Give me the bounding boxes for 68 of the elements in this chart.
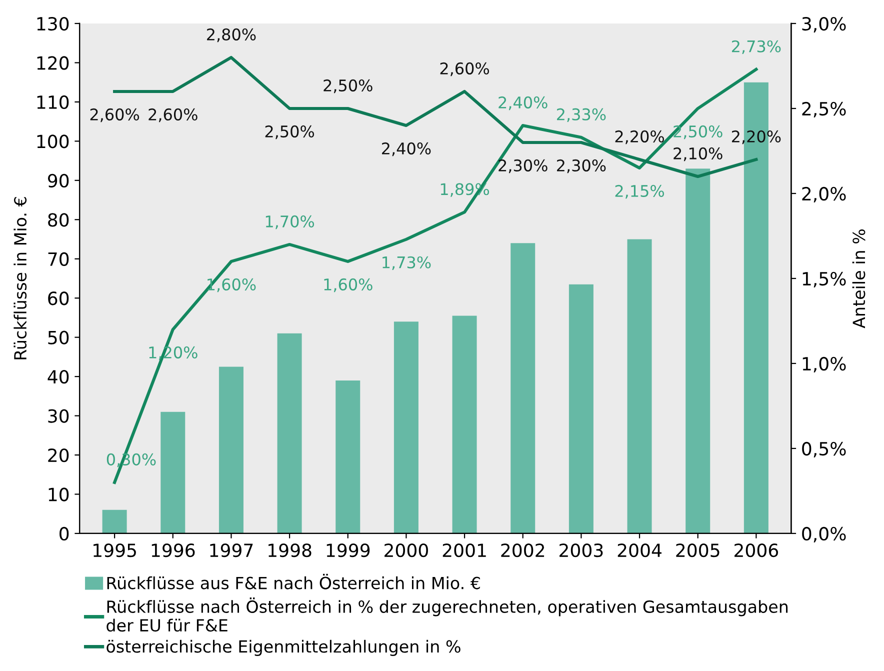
y-axis-title: Rückflüsse in Mio. € [14,197,27,360]
y-tick-label: 110 [37,95,69,110]
y-tick-label: 40 [48,370,69,384]
y2-tick-label: 1,0% [802,356,846,372]
data-label: 2,33% [556,108,606,122]
bar [102,510,127,534]
y2-tick-label: 2,0% [802,186,846,202]
data-label: 2,50% [324,79,372,94]
bar [277,333,302,534]
x-tick-label: 2005 [676,543,720,558]
y-tick-label: 0 [60,526,69,541]
y-tick-label: 10 [48,488,69,502]
bar [336,380,360,534]
data-label: 2,40% [382,142,431,156]
data-label: 1,73% [382,256,431,270]
data-label: 2,60% [90,108,140,122]
x-tick-label: 2003 [560,543,603,558]
y2-tick-label: 3,0% [802,16,846,32]
x-tick-label: 1995 [94,543,136,558]
y-tick-label: 50 [48,330,69,344]
bar [160,412,186,534]
data-label: 2,30% [556,159,606,174]
data-label: 2,80% [207,28,256,42]
x-tick-label: 1996 [152,543,195,558]
data-label: 1,70% [266,215,314,230]
data-label: 2,60% [148,108,198,122]
y2-axis-title: Anteile in % [852,229,866,328]
x-tick-label: 1997 [210,543,253,558]
data-label: 2,20% [615,130,664,144]
y-tick-label: 60 [48,292,69,306]
x-tick-label: 1998 [268,543,312,558]
data-label: 2,50% [265,125,314,140]
bar [686,168,710,534]
data-label: 2,20% [732,130,781,144]
y-tick-label: 130 [37,16,69,31]
y2-tick-label: 0,5% [802,442,846,458]
data-label: 2,30% [498,159,548,174]
y-tick-label: 70 [48,252,69,266]
data-label: 1,60% [324,278,372,292]
bar [218,366,244,534]
legend-label: österreichische Eigenmittelzahlungen in % [106,640,460,656]
x-tick-label: 2000 [384,543,428,558]
x-tick-label: 2001 [442,543,486,558]
bar [627,239,652,534]
y-tick-label: 30 [48,409,69,423]
y-tick-label: 80 [48,213,69,227]
x-tick-label: 1999 [326,543,370,558]
data-label: 2,10% [674,147,722,162]
y-tick-label: 100 [37,134,69,148]
data-label: 2,40% [498,96,548,110]
data-label: 2,73% [732,40,781,54]
y-tick-label: 120 [37,56,69,70]
y-tick-label: 20 [48,448,69,462]
y2-tick-label: 0,0% [802,526,846,542]
data-label: 2,60% [440,62,490,76]
y2-tick-label: 1,5% [802,272,846,288]
legend-label: Rückflüsse aus F&E nach Österreich in Mio. € [107,574,480,590]
y2-tick-label: 2,5% [802,102,846,118]
data-label: 2,50% [674,125,722,140]
bar [510,243,536,534]
bar [568,284,594,534]
bar [452,316,477,534]
x-tick-label: 2006 [734,543,778,558]
y-tick-label: 90 [48,174,69,188]
data-label: 2,15% [615,184,664,199]
x-tick-label: 2002 [501,543,544,558]
x-tick-label: 2004 [618,543,662,558]
bar [394,322,418,534]
